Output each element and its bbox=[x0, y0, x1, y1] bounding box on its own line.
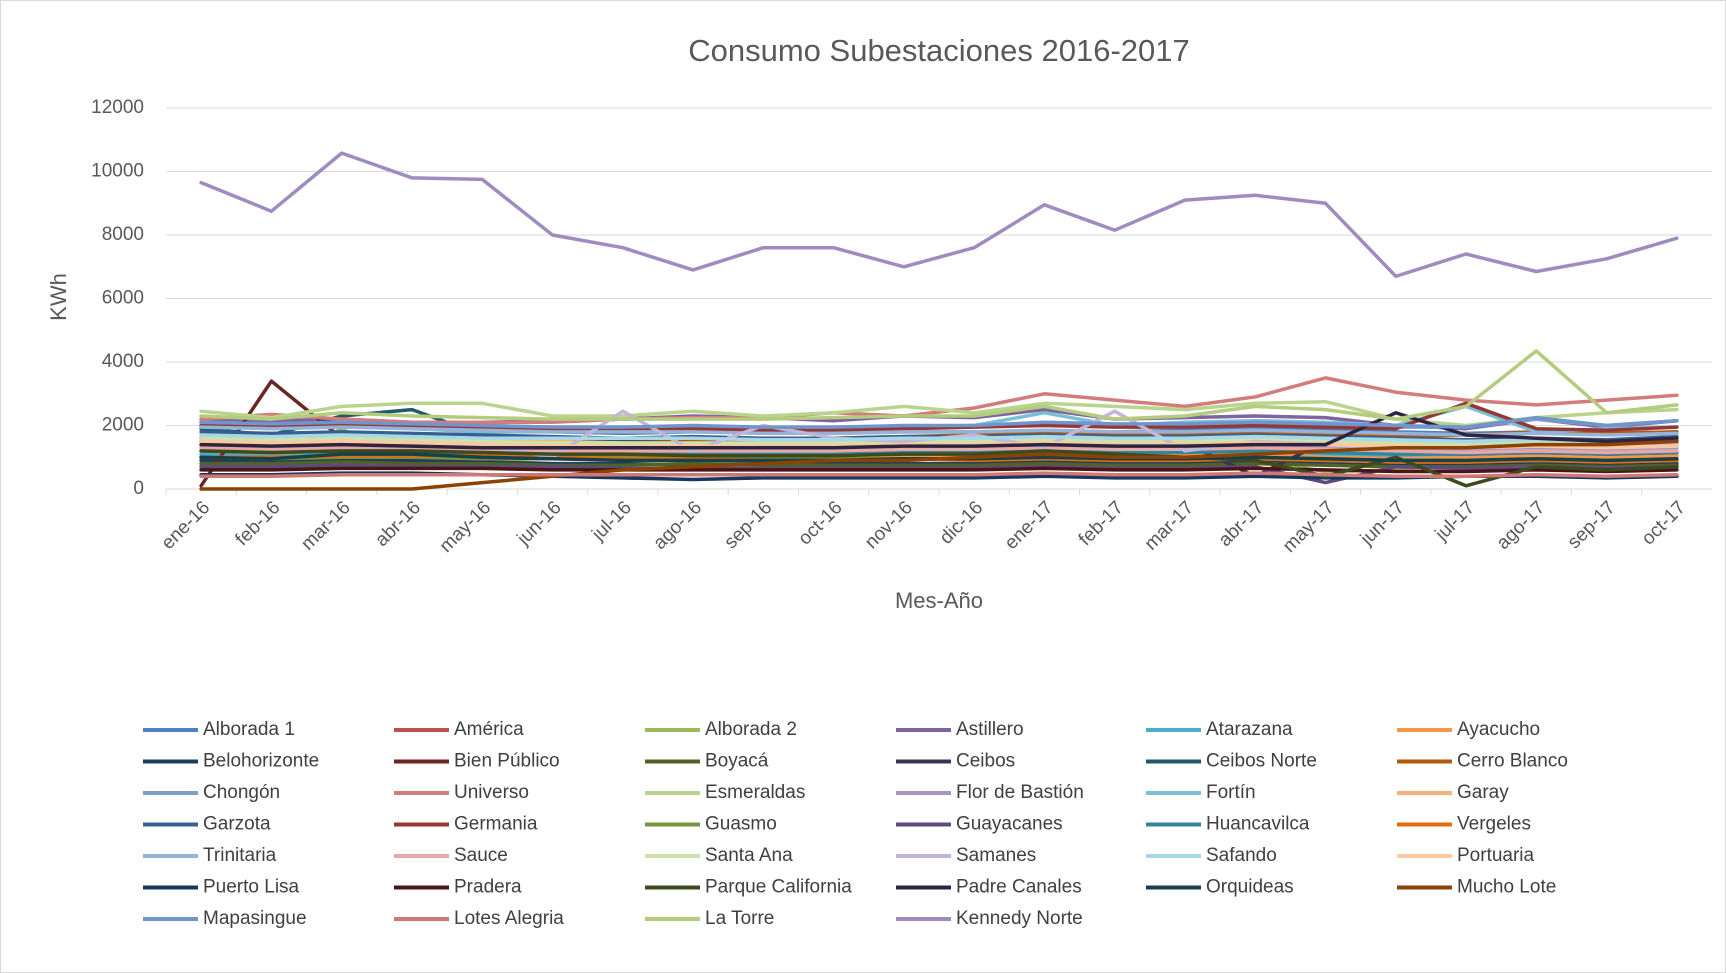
legend-label: Alborada 1 bbox=[203, 719, 295, 740]
series-line bbox=[199, 449, 1679, 488]
y-tick-label: 12000 bbox=[91, 97, 144, 118]
legend-label: Ayacucho bbox=[1457, 719, 1540, 740]
series-line bbox=[199, 433, 1679, 444]
legend-label: Flor de Bastión bbox=[956, 782, 1084, 803]
legend-label: Astillero bbox=[956, 719, 1024, 740]
series-line bbox=[199, 425, 1679, 437]
legend-label: Trinitaria bbox=[203, 845, 277, 866]
legend-label: Padre Canales bbox=[956, 877, 1082, 898]
series-line bbox=[199, 445, 1679, 455]
chart-title: Consumo Subestaciones 2016-2017 bbox=[688, 33, 1190, 68]
y-tick-label: 8000 bbox=[102, 224, 144, 245]
legend-label: Guayacanes bbox=[956, 814, 1063, 835]
legend-label: Ceibos bbox=[956, 751, 1015, 772]
legend-label: Samanes bbox=[956, 845, 1036, 866]
legend-label: América bbox=[454, 719, 524, 740]
y-tick-label: 2000 bbox=[102, 415, 144, 436]
legend-label: Kennedy Norte bbox=[956, 908, 1083, 929]
legend-label: Bien Público bbox=[454, 751, 560, 772]
legend-label: Orquideas bbox=[1206, 877, 1294, 898]
legend-label: Germania bbox=[454, 814, 538, 835]
legend-label: Mucho Lote bbox=[1457, 877, 1556, 898]
legend-label: Mapasingue bbox=[203, 908, 307, 929]
y-axis-label: KWh bbox=[46, 273, 71, 321]
y-tick-label: 0 bbox=[133, 478, 144, 499]
legend-label: Guasmo bbox=[705, 814, 777, 835]
legend-label: Garzota bbox=[203, 814, 271, 835]
legend-label: Safando bbox=[1206, 845, 1277, 866]
legend-label: Universo bbox=[454, 782, 529, 803]
legend-label: Chongón bbox=[203, 782, 280, 803]
series-line bbox=[199, 349, 1679, 421]
legend-label: Fortín bbox=[1206, 782, 1256, 803]
legend-label: Portuaria bbox=[1457, 845, 1535, 866]
x-axis-label: Mes-Año bbox=[895, 588, 983, 613]
series-line bbox=[199, 401, 1679, 433]
legend-label: Atarazana bbox=[1206, 719, 1293, 740]
series-line bbox=[199, 411, 1679, 450]
series-line bbox=[199, 471, 1679, 479]
series-line bbox=[199, 415, 1679, 429]
series-line bbox=[199, 439, 1679, 491]
legend-label: La Torre bbox=[705, 908, 774, 929]
legend-label: Cerro Blanco bbox=[1457, 751, 1568, 772]
legend-label: Huancavilca bbox=[1206, 814, 1310, 835]
legend-label: Boyacá bbox=[705, 751, 769, 772]
legend-label: Belohorizonte bbox=[203, 751, 319, 772]
legend-label: Puerto Lisa bbox=[203, 877, 300, 898]
legend-label: Vergeles bbox=[1457, 814, 1531, 835]
series-line bbox=[199, 376, 1679, 425]
y-tick-label: 6000 bbox=[102, 288, 144, 309]
legend-label: Lotes Alegria bbox=[454, 908, 564, 929]
legend-label: Santa Ana bbox=[705, 845, 793, 866]
legend-label: Alborada 2 bbox=[705, 719, 797, 740]
legend-label: Garay bbox=[1457, 782, 1509, 803]
legend-label: Esmeraldas bbox=[705, 782, 805, 803]
series-line bbox=[199, 436, 1679, 447]
legend-label: Sauce bbox=[454, 845, 508, 866]
legend-label: Ceibos Norte bbox=[1206, 751, 1317, 772]
legend-label: Pradera bbox=[454, 877, 522, 898]
series-line bbox=[199, 151, 1679, 279]
y-tick-label: 10000 bbox=[91, 161, 144, 182]
y-tick-label: 4000 bbox=[102, 351, 144, 372]
legend-label: Parque California bbox=[705, 877, 852, 898]
